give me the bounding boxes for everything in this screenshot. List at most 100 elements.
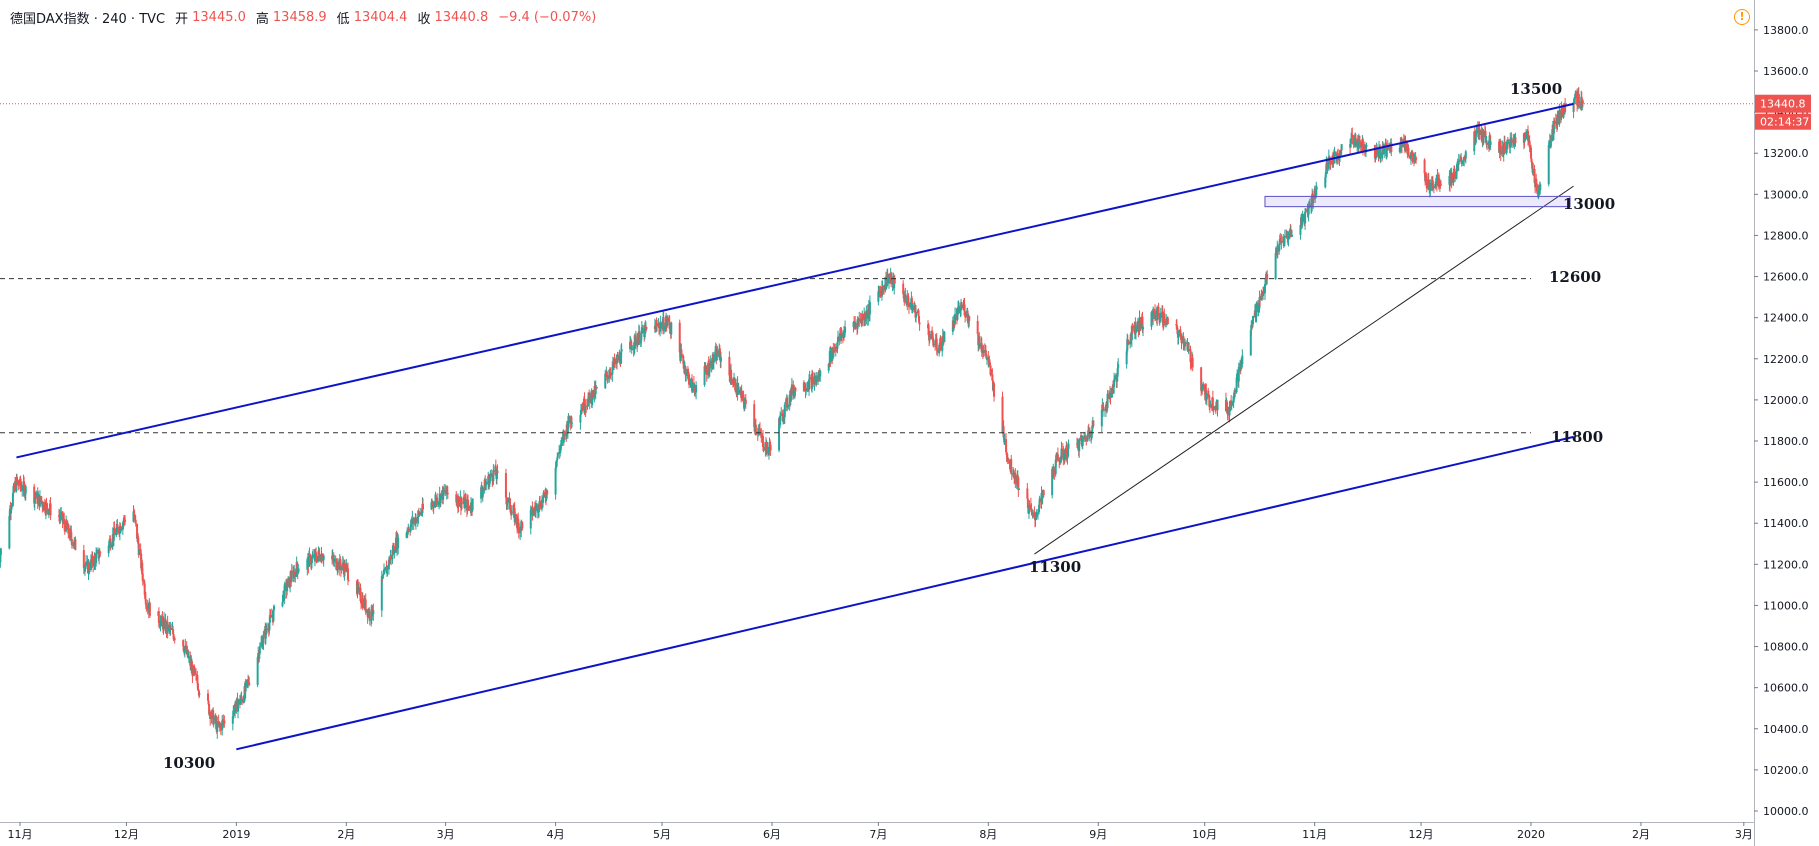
candle-body [1207, 394, 1210, 396]
candle-body [371, 613, 374, 616]
candle-body [116, 527, 119, 533]
candle-body [1474, 133, 1477, 143]
candle-body [1233, 390, 1236, 395]
candle-body [1564, 103, 1567, 113]
candle-body [190, 661, 193, 669]
candle-body [1029, 504, 1032, 509]
candle-body [711, 368, 714, 370]
candle-body [1438, 186, 1441, 188]
candle-body [739, 389, 742, 392]
candle-body [19, 478, 22, 486]
time-axis[interactable]: 11月 12月 2019 2月 3月 4月 5月 6月 7月 8月 9月 10月 11月 12月 2020 2… [0, 822, 1754, 841]
candle-body [1434, 184, 1437, 188]
candle-body [856, 319, 859, 329]
candle-body [779, 414, 782, 416]
candle-body [1184, 342, 1187, 344]
candle-body [1127, 341, 1130, 345]
price-axis[interactable]: 10000.0 10200.0 10400.0 10600.0 10800.0 11000… [1754, 0, 1819, 846]
candle-body [1373, 145, 1376, 159]
candle-body [519, 528, 522, 534]
candle-body [1315, 187, 1318, 189]
candle-body [1572, 101, 1575, 113]
candle-body [148, 602, 151, 616]
candle-body [182, 646, 185, 651]
candle-body [70, 539, 73, 546]
candle-body [1151, 312, 1154, 319]
candle-body [1314, 190, 1317, 198]
candle-body [318, 550, 321, 554]
candle-body [1400, 137, 1403, 145]
candle-body [1116, 367, 1119, 377]
candle-body [40, 502, 43, 504]
time-tick-label: 7月 [869, 828, 887, 841]
candle-body [1456, 163, 1459, 172]
candle-body [1257, 308, 1260, 312]
candle-body [358, 587, 361, 589]
candle-body [662, 317, 665, 331]
candle-body [718, 348, 721, 352]
candle-body [1159, 312, 1162, 318]
candle-body [563, 431, 566, 433]
candle-body [718, 348, 721, 357]
candle-body [1262, 292, 1265, 294]
symbol-title[interactable]: 德国DAX指数 · 240 · TVC [10, 11, 166, 27]
candle-body [256, 657, 259, 685]
candle-body [385, 566, 388, 574]
candle-body [766, 442, 769, 450]
candle-body [48, 509, 51, 512]
candle-body [588, 395, 591, 403]
candle-body [877, 291, 880, 302]
candle-body [1482, 130, 1485, 144]
candle-body [918, 322, 921, 325]
candle-body [91, 555, 94, 564]
candle-body [934, 339, 937, 345]
candle-body [494, 465, 497, 476]
candle-body [893, 278, 896, 284]
candle-body [467, 500, 470, 506]
candle-body [17, 481, 20, 485]
candle-body [93, 556, 96, 567]
candle-body [769, 442, 772, 446]
candle-body [1175, 324, 1178, 326]
candle-body [172, 634, 175, 640]
candle-body [163, 618, 166, 621]
candle-body [371, 605, 374, 616]
candle-body [942, 335, 945, 342]
candle-body [579, 414, 582, 423]
candle-body [1385, 150, 1388, 157]
candle-body [1553, 120, 1556, 124]
candle-body [1028, 504, 1031, 510]
candle-body [1260, 296, 1263, 301]
candle-body [1502, 146, 1505, 155]
candle-body [1412, 157, 1415, 163]
candle-body [1363, 147, 1366, 152]
candle-body [1535, 183, 1538, 192]
candle-body [588, 392, 591, 396]
warning-icon[interactable]: ! [1734, 9, 1750, 25]
candle-body [1067, 443, 1070, 449]
candle-body [958, 305, 961, 314]
candle-body [531, 506, 534, 516]
candle-body [207, 700, 210, 704]
candle-body [594, 386, 597, 395]
candle-body [1486, 142, 1489, 145]
candle-body [935, 338, 938, 350]
candle-body [248, 682, 251, 685]
candle-body [1051, 468, 1054, 496]
candle-body [420, 513, 423, 515]
candle-body [1205, 393, 1208, 400]
channel-upper-line [16, 102, 1574, 459]
candle-body [912, 305, 915, 308]
candle-body [1475, 130, 1478, 134]
candle-body [644, 324, 647, 329]
candle-body [1032, 512, 1035, 514]
candle-body [1291, 234, 1294, 237]
candle-body [1524, 139, 1527, 141]
candle-body [1498, 147, 1501, 153]
candle-body [1537, 190, 1540, 196]
candle-body [216, 721, 219, 732]
time-tick-label: 9月 [1089, 828, 1107, 841]
candle-body [198, 693, 201, 695]
candle-body [1116, 376, 1119, 382]
